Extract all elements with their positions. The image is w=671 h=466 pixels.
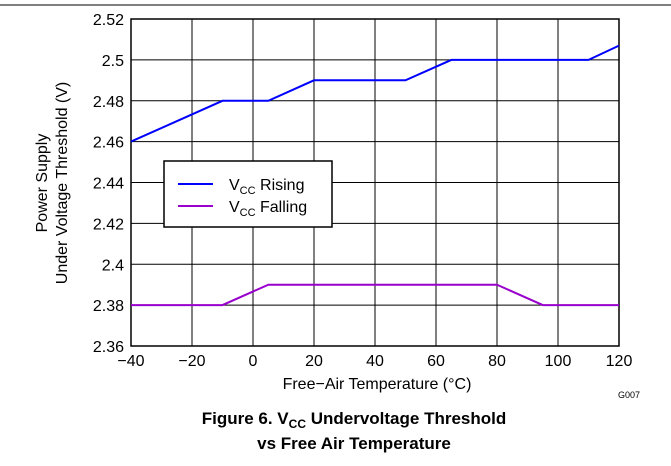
- y-tick-label: 2.36: [93, 339, 124, 356]
- series-line-falling: [131, 283, 619, 307]
- x-tick-label: 20: [305, 353, 323, 370]
- series-line-rising: [130, 44, 620, 143]
- y-axis-ticks: 2.36 2.38 2.4 2.42 2.44 2.46 2.48 2.5 2.52: [93, 12, 124, 356]
- caption-line1: Figure 6. VCC Undervoltage Threshold: [202, 409, 507, 431]
- y-tick-label: 2.38: [93, 298, 124, 315]
- y-tick-label: 2.46: [93, 135, 124, 152]
- caption-line2: vs Free Air Temperature: [257, 434, 451, 453]
- series-lines: [130, 44, 620, 307]
- x-tick-label: −40: [117, 353, 144, 370]
- x-axis-label: Free−Air Temperature (°C): [283, 376, 472, 393]
- x-tick-label: 100: [545, 353, 572, 370]
- y-axis-label-line1: Power Supply: [34, 134, 51, 233]
- y-tick-label: 2.52: [93, 12, 124, 29]
- x-tick-label: −20: [178, 353, 205, 370]
- figure-id: G007: [618, 390, 640, 400]
- x-tick-label: 0: [249, 353, 258, 370]
- x-tick-label: 80: [488, 353, 506, 370]
- x-tick-label: 40: [366, 353, 384, 370]
- x-axis-ticks: −40 −20 0 20 40 60 80 100 120: [117, 353, 632, 370]
- x-tick-label: 60: [427, 353, 445, 370]
- y-tick-label: 2.44: [93, 176, 124, 193]
- legend: VCC Rising VCC Falling: [163, 160, 333, 228]
- y-tick-label: 2.42: [93, 216, 124, 233]
- legend-box: [163, 160, 333, 228]
- legend-label-rising: VCC Rising: [229, 177, 304, 197]
- x-tick-label: 120: [606, 353, 633, 370]
- y-tick-label: 2.4: [102, 257, 124, 274]
- y-tick-label: 2.5: [102, 53, 124, 70]
- y-axis-label-line2: Under Voltage Threshold (V): [54, 82, 71, 284]
- y-tick-label: 2.48: [93, 94, 124, 111]
- plot-frame: [130, 18, 620, 347]
- legend-label-falling: VCC Falling: [229, 199, 307, 219]
